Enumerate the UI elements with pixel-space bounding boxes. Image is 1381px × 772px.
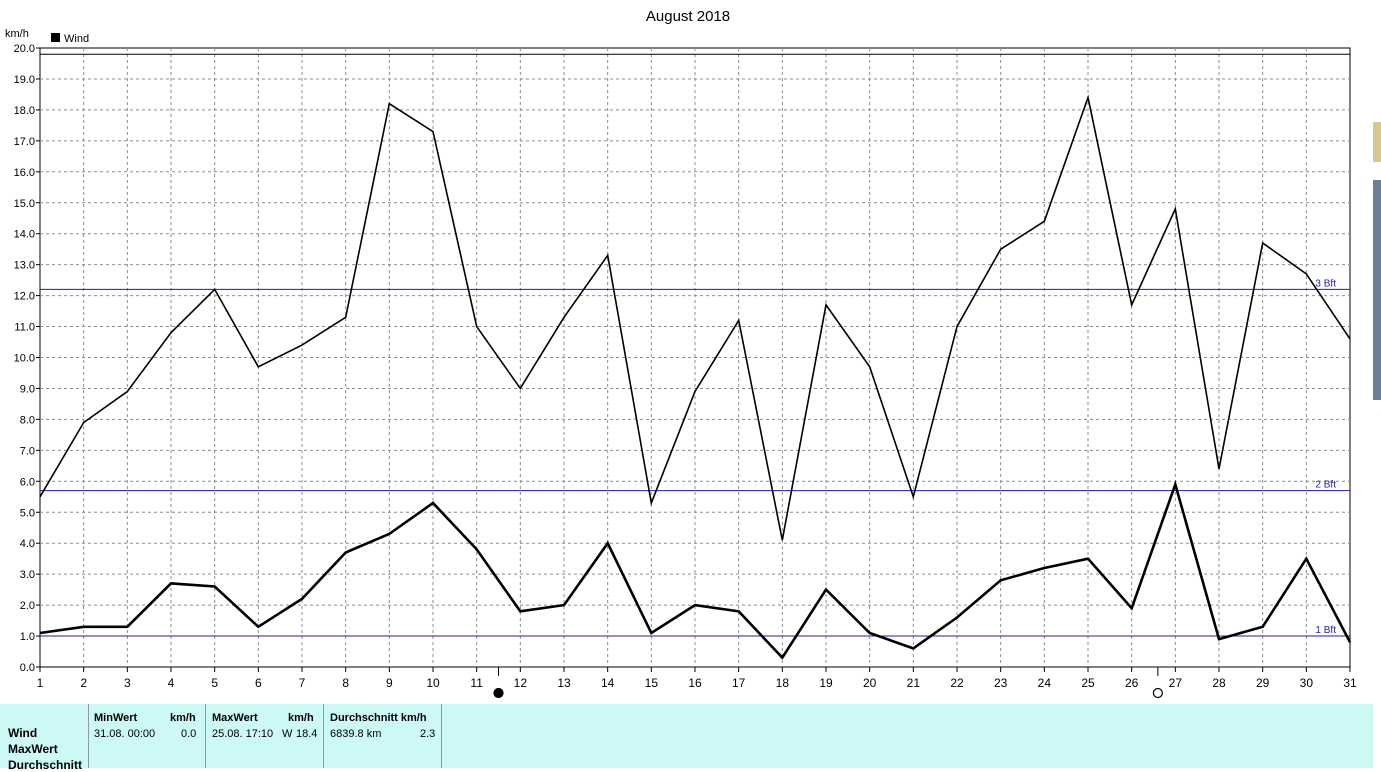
panel-divider (441, 704, 442, 768)
y-tick-label: 20.0 (14, 43, 35, 55)
x-tick-label: 5 (211, 676, 218, 690)
min-unit: km/h (170, 712, 196, 724)
summary-panel: Wind MaxWert Durchschnitt MinWert km/h 3… (0, 704, 1373, 772)
x-tick-label: 21 (907, 676, 921, 690)
x-tick-label: 3 (124, 676, 131, 690)
x-tick-label: 31 (1343, 676, 1357, 690)
y-tick-label: 6.0 (20, 476, 35, 488)
max-value: 18.4 (296, 728, 318, 740)
y-tick-label: 15.0 (14, 198, 35, 210)
x-tick-label: 19 (819, 676, 833, 690)
x-tick-label: 13 (557, 676, 571, 690)
y-tick-label: 18.0 (14, 105, 35, 117)
y-tick-label: 14.0 (14, 229, 35, 241)
x-tick-label: 14 (601, 676, 615, 690)
row-label-wind: Wind (8, 726, 38, 740)
y-tick-label: 13.0 (14, 260, 35, 272)
y-tick-label: 3.0 (20, 569, 35, 581)
series-line-wind (39, 480, 1352, 660)
bft-reference-label: 1 Bft (1315, 625, 1336, 636)
y-tick-label: 8.0 (20, 414, 35, 426)
x-tick-label: 24 (1038, 676, 1052, 690)
y-tick-label: 12.0 (14, 291, 35, 303)
panel-divider (88, 704, 89, 768)
x-tick-label: 23 (994, 676, 1008, 690)
legend-label: Wind (64, 33, 89, 45)
x-tick-label: 28 (1212, 676, 1226, 690)
y-tick-label: 7.0 (20, 445, 35, 457)
bft-reference-label: 3 Bft (1315, 278, 1336, 289)
x-tick-label: 15 (645, 676, 659, 690)
new-moon-icon (493, 687, 504, 699)
series-line-maxwert (39, 94, 1351, 541)
y-tick-label: 2.0 (20, 600, 35, 612)
x-tick-label: 4 (168, 676, 175, 690)
y-tick-label: 0.0 (20, 662, 35, 674)
min-value: 0.0 (181, 728, 197, 740)
x-tick-label: 29 (1256, 676, 1270, 690)
x-tick-label: 2 (80, 676, 87, 690)
x-tick-label: 8 (342, 676, 349, 690)
min-header: MinWert (94, 712, 138, 724)
x-tick-label: 6 (255, 676, 262, 690)
avg-value: 2.3 (420, 728, 436, 740)
row-label-maxwert: MaxWert (8, 742, 58, 756)
full-moon-icon (1152, 687, 1163, 699)
edge-fragment (1373, 122, 1381, 162)
max-header: MaxWert (212, 712, 258, 724)
avg-distance: 6839.8 km (330, 728, 382, 740)
wind-chart: August 2018 km/h Wind 0.0 1.0 2.0 3.0 4.0 5.0… (5, 8, 1357, 699)
x-tick-label: 26 (1125, 676, 1139, 690)
x-tick-label: 20 (863, 676, 877, 690)
x-tick-label: 17 (732, 676, 746, 690)
y-tick-label: 5.0 (20, 507, 35, 519)
y-axis-unit: km/h (5, 28, 29, 40)
x-tick-label: 27 (1169, 676, 1183, 690)
y-tick-label: 1.0 (20, 631, 35, 643)
x-tick-label: 30 (1300, 676, 1314, 690)
min-date: 31.08. 00:00 (94, 728, 156, 740)
y-tick-label: 17.0 (14, 136, 35, 148)
panel-divider (323, 704, 324, 768)
x-tick-label: 25 (1081, 676, 1095, 690)
x-tick-label: 11 (470, 676, 483, 690)
x-tick-label: 18 (776, 676, 790, 690)
bft-reference-label: 2 Bft (1315, 480, 1336, 491)
max-unit: km/h (288, 712, 314, 724)
panel-divider (205, 704, 206, 768)
y-tick-label: 16.0 (14, 167, 35, 179)
chart-title: August 2018 (646, 8, 730, 25)
x-tick-label: 1 (37, 676, 44, 690)
plot-area: 0.01.02.03.04.05.06.07.08.09.010.011.012… (14, 43, 1357, 699)
y-tick-label: 19.0 (14, 74, 35, 86)
x-tick-label: 7 (299, 676, 306, 690)
max-direction: W (282, 728, 293, 740)
max-date: 25.08. 17:10 (212, 728, 274, 740)
edge-fragment (1373, 180, 1381, 400)
x-tick-label: 10 (426, 676, 440, 690)
x-tick-label: 22 (950, 676, 964, 690)
x-tick-label: 9 (386, 676, 393, 690)
row-label-durchschnitt: Durchschnitt (8, 758, 83, 772)
y-tick-label: 4.0 (20, 538, 35, 550)
legend-swatch (51, 33, 60, 42)
y-tick-label: 11.0 (14, 322, 35, 334)
x-tick-label: 16 (688, 676, 702, 690)
x-tick-label: 12 (514, 676, 528, 690)
y-tick-label: 9.0 (20, 383, 35, 395)
y-tick-label: 10.0 (14, 353, 35, 365)
avg-header: Durchschnitt km/h (330, 712, 427, 724)
